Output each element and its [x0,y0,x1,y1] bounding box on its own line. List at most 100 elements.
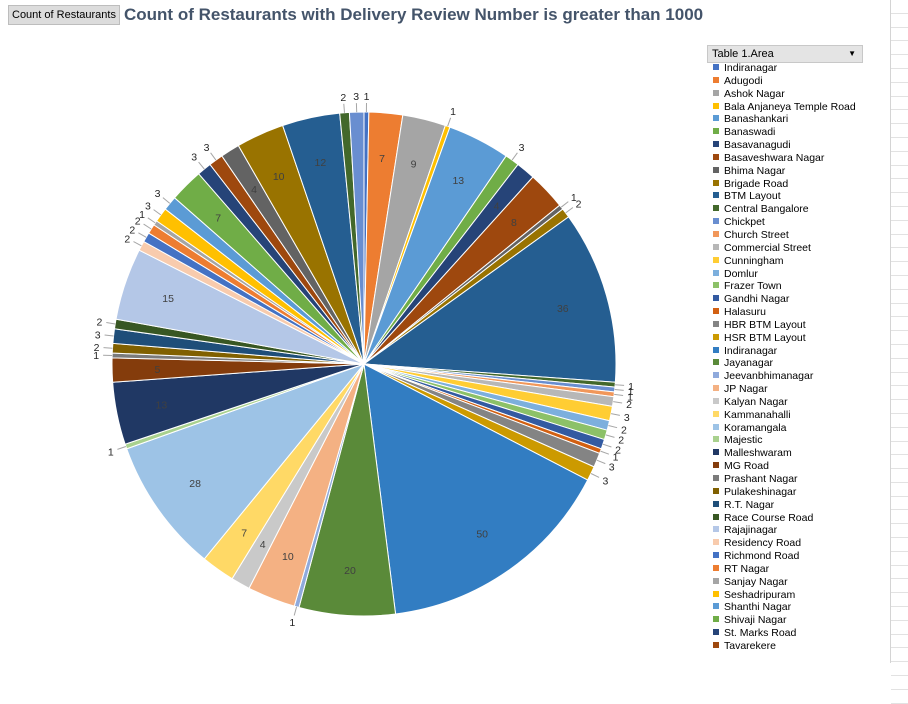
grid-cell[interactable] [891,662,908,676]
legend-item: Indiranagar [713,62,856,75]
grid-cell[interactable] [891,607,908,621]
data-label-leader-line [154,210,161,215]
grid-cell[interactable] [891,552,908,566]
grid-cell[interactable] [891,386,908,400]
grid-cell[interactable] [891,510,908,524]
grid-cell[interactable] [891,166,908,180]
grid-cell[interactable] [891,14,908,28]
area-filter-dropdown[interactable]: Table 1.Area ▼ [707,45,863,63]
legend-label: Koramangala [724,422,786,434]
legend-item: Banashankari [713,113,856,126]
legend-item: JP Nagar [713,383,856,396]
data-label-leader-line [105,335,114,336]
grid-cell[interactable] [891,538,908,552]
legend-item: Shanthi Nagar [713,601,856,614]
legend-swatch [713,629,719,635]
legend-swatch [713,642,719,648]
legend-swatch [713,321,719,327]
legend-item: Race Course Road [713,512,856,525]
legend-item: Seshadripuram [713,589,856,602]
data-label: 1 [450,106,456,118]
grid-cell[interactable] [891,497,908,511]
data-label: 1 [289,617,295,629]
grid-cell[interactable] [891,304,908,318]
grid-cell[interactable] [891,621,908,635]
grid-cell[interactable] [891,221,908,235]
grid-cell[interactable] [891,124,908,138]
data-label-leader-line [199,162,205,169]
grid-cell[interactable] [891,290,908,304]
grid-cell[interactable] [891,359,908,373]
grid-cell[interactable] [891,248,908,262]
grid-cell[interactable] [891,414,908,428]
legend-item: Koramangala [713,422,856,435]
grid-cell[interactable] [891,317,908,331]
legend-swatch [713,347,719,353]
grid-cell[interactable] [891,83,908,97]
grid-cell[interactable] [891,193,908,207]
grid-cell[interactable] [891,690,908,704]
data-label: 2 [576,198,582,210]
grid-cell[interactable] [891,455,908,469]
grid-cell[interactable] [891,428,908,442]
grid-cell[interactable] [891,442,908,456]
grid-cell[interactable] [891,373,908,387]
data-label-leader-line [613,402,622,403]
grid-cell[interactable] [891,69,908,83]
data-label: 4 [494,200,500,212]
grid-cell[interactable] [891,235,908,249]
grid-cell[interactable] [891,593,908,607]
grid-cell[interactable] [891,676,908,690]
legend-label: Halasuru [724,306,766,318]
dropdown-arrow-icon[interactable]: ▼ [848,46,856,62]
legend-swatch [713,526,719,532]
data-label: 3 [519,142,525,154]
grid-cell[interactable] [891,400,908,414]
legend-swatch [713,115,719,121]
grid-cell[interactable] [891,207,908,221]
grid-cell[interactable] [891,152,908,166]
grid-cell[interactable] [891,55,908,69]
legend-label: Domlur [724,268,758,280]
grid-cell[interactable] [891,648,908,662]
grid-cell[interactable] [891,0,908,14]
grid-cell[interactable] [891,262,908,276]
legend-label: Banaswadi [724,126,775,138]
data-label: 3 [95,329,101,341]
sheet-grid-column [890,0,908,663]
legend-item: St. Marks Road [713,627,856,640]
grid-cell[interactable] [891,276,908,290]
grid-cell[interactable] [891,469,908,483]
grid-cell[interactable] [891,524,908,538]
legend-label: Sanjay Nagar [724,576,788,588]
grid-cell[interactable] [891,41,908,55]
grid-cell[interactable] [891,110,908,124]
data-label-leader-line [138,233,146,238]
legend-item: Commercial Street [713,242,856,255]
legend-label: Shivaji Nagar [724,614,786,626]
grid-cell[interactable] [891,331,908,345]
legend-swatch [713,257,719,263]
grid-cell[interactable] [891,138,908,152]
grid-cell[interactable] [891,179,908,193]
grid-cell[interactable] [891,635,908,649]
data-label: 20 [344,565,356,577]
legend-swatch [713,462,719,468]
legend-swatch [713,64,719,70]
data-label-leader-line [591,474,599,478]
grid-cell[interactable] [891,483,908,497]
legend-item: Gandhi Nagar [713,293,856,306]
grid-cell[interactable] [891,579,908,593]
grid-cell[interactable] [891,97,908,111]
legend-item: Pulakeshinagar [713,486,856,499]
data-label: 50 [476,529,488,541]
legend-label: Seshadripuram [724,589,795,601]
legend-label: R.T. Nagar [724,499,774,511]
data-label-leader-line [611,414,620,416]
grid-cell[interactable] [891,566,908,580]
legend-label: Basaveshwara Nagar [724,152,824,164]
legend-item: Central Bangalore [713,203,856,216]
grid-cell[interactable] [891,28,908,42]
data-label-leader-line [615,390,624,391]
grid-cell[interactable] [891,345,908,359]
